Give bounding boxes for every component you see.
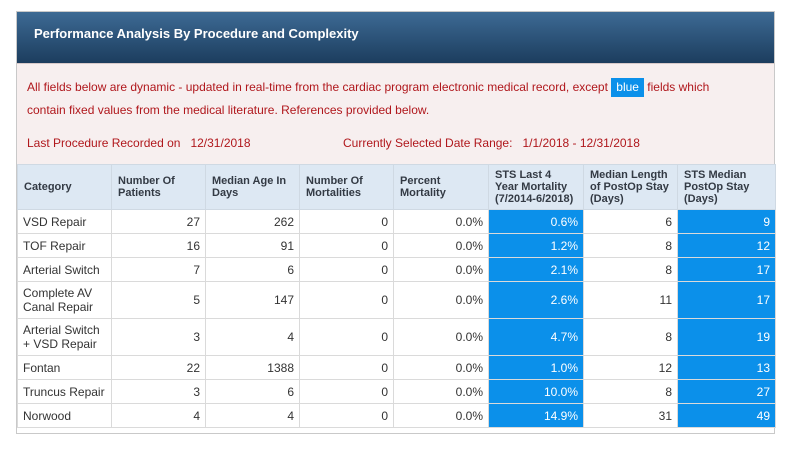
performance-panel: Performance Analysis By Procedure and Co… (16, 11, 776, 434)
cell-percent-mortality: 0.0% (393, 403, 489, 428)
cell-median-age: 1388 (205, 355, 300, 380)
col-header-median-age[interactable]: Median Age In Days (205, 164, 300, 210)
notice-text-after: fields which (647, 80, 710, 94)
cell-percent-mortality: 0.0% (393, 318, 489, 356)
col-header-percent-mortality[interactable]: Percent Mortality (393, 164, 489, 210)
cell-mortalities: 0 (299, 403, 394, 428)
cell-percent-mortality: 0.0% (393, 257, 489, 282)
cell-sts-mortality: 2.6% (488, 281, 584, 319)
blue-legend-badge: blue (611, 78, 644, 97)
cell-patients: 5 (111, 281, 206, 319)
col-header-sts-los[interactable]: STS Median PostOp Stay (Days) (677, 164, 776, 210)
cell-percent-mortality: 0.0% (393, 379, 489, 404)
notice-line-2: contain fixed values from the medical li… (27, 103, 430, 117)
cell-patients: 16 (111, 233, 206, 258)
cell-percent-mortality: 0.0% (393, 233, 489, 258)
cell-median-los: 8 (583, 379, 678, 404)
col-header-mortalities[interactable]: Number Of Mortalities (299, 164, 394, 210)
cell-mortalities: 0 (299, 233, 394, 258)
cell-median-los: 31 (583, 403, 678, 428)
table-row: VSD Repair 27 262 0 0.0% 0.6% 6 9 (17, 209, 776, 234)
cell-mortalities: 0 (299, 257, 394, 282)
col-header-sts-mortality[interactable]: STS Last 4 Year Mortality (7/2014-6/2018… (488, 164, 584, 210)
cell-sts-mortality: 0.6% (488, 209, 584, 234)
cell-sts-mortality: 4.7% (488, 318, 584, 356)
panel-title: Performance Analysis By Procedure and Co… (17, 12, 774, 63)
cell-patients: 7 (111, 257, 206, 282)
last-procedure-label: Last Procedure Recorded on (27, 136, 181, 150)
notice-text-before: All fields below are dynamic - updated i… (27, 80, 608, 94)
cell-category: Norwood (17, 403, 112, 428)
cell-median-los: 12 (583, 355, 678, 380)
cell-mortalities: 0 (299, 355, 394, 380)
cell-sts-mortality: 14.9% (488, 403, 584, 428)
cell-median-los: 8 (583, 257, 678, 282)
cell-sts-mortality: 2.1% (488, 257, 584, 282)
cell-median-los: 8 (583, 318, 678, 356)
date-range-value: 1/1/2018 - 12/31/2018 (522, 136, 640, 150)
cell-median-age: 147 (205, 281, 300, 319)
cell-patients: 4 (111, 403, 206, 428)
cell-category: VSD Repair (17, 209, 112, 234)
cell-mortalities: 0 (299, 379, 394, 404)
notice-box: All fields below are dynamic - updated i… (17, 63, 774, 175)
cell-category: TOF Repair (17, 233, 112, 258)
cell-patients: 22 (111, 355, 206, 380)
cell-median-los: 8 (583, 233, 678, 258)
date-range-label: Currently Selected Date Range: (343, 136, 513, 150)
cell-percent-mortality: 0.0% (393, 355, 489, 380)
cell-category: Arterial Switch (17, 257, 112, 282)
cell-sts-mortality: 1.2% (488, 233, 584, 258)
cell-category: Complete AV Canal Repair (17, 281, 112, 319)
cell-sts-los: 9 (677, 209, 776, 234)
cell-median-age: 262 (205, 209, 300, 234)
cell-sts-los: 17 (677, 281, 776, 319)
table-row: TOF Repair 16 91 0 0.0% 1.2% 8 12 (17, 233, 776, 258)
table-row: Truncus Repair 3 6 0 0.0% 10.0% 8 27 (17, 379, 776, 404)
cell-sts-los: 27 (677, 379, 776, 404)
table-row: Complete AV Canal Repair 5 147 0 0.0% 2.… (17, 281, 776, 319)
table-row: Norwood 4 4 0 0.0% 14.9% 31 49 (17, 403, 776, 428)
table-row: Arterial Switch + VSD Repair 3 4 0 0.0% … (17, 318, 776, 356)
cell-median-age: 4 (205, 403, 300, 428)
cell-median-age: 91 (205, 233, 300, 258)
cell-median-age: 6 (205, 379, 300, 404)
date-range: Currently Selected Date Range: 1/1/2018 … (343, 136, 640, 150)
cell-patients: 3 (111, 379, 206, 404)
cell-category: Truncus Repair (17, 379, 112, 404)
col-header-patients[interactable]: Number Of Patients (111, 164, 206, 210)
cell-percent-mortality: 0.0% (393, 281, 489, 319)
cell-sts-los: 12 (677, 233, 776, 258)
cell-median-los: 11 (583, 281, 678, 319)
table-header-row: Category Number Of Patients Median Age I… (17, 164, 776, 210)
cell-sts-los: 49 (677, 403, 776, 428)
cell-median-los: 6 (583, 209, 678, 234)
cell-mortalities: 0 (299, 209, 394, 234)
cell-median-age: 4 (205, 318, 300, 356)
last-procedure: Last Procedure Recorded on 12/31/2018 (27, 136, 251, 150)
col-header-category[interactable]: Category (17, 164, 112, 210)
cell-category: Arterial Switch + VSD Repair (17, 318, 112, 356)
col-header-median-los[interactable]: Median Length of PostOp Stay (Days) (583, 164, 678, 210)
performance-table: Category Number Of Patients Median Age I… (17, 164, 776, 428)
cell-mortalities: 0 (299, 281, 394, 319)
cell-sts-los: 19 (677, 318, 776, 356)
cell-median-age: 6 (205, 257, 300, 282)
cell-sts-los: 13 (677, 355, 776, 380)
table-row: Fontan 22 1388 0 0.0% 1.0% 12 13 (17, 355, 776, 380)
cell-category: Fontan (17, 355, 112, 380)
cell-sts-mortality: 1.0% (488, 355, 584, 380)
cell-percent-mortality: 0.0% (393, 209, 489, 234)
notice-line-1: All fields below are dynamic - updated i… (27, 76, 760, 99)
cell-sts-mortality: 10.0% (488, 379, 584, 404)
cell-patients: 27 (111, 209, 206, 234)
cell-mortalities: 0 (299, 318, 394, 356)
cell-sts-los: 17 (677, 257, 776, 282)
table-row: Arterial Switch 7 6 0 0.0% 2.1% 8 17 (17, 257, 776, 282)
last-procedure-date: 12/31/2018 (190, 136, 251, 150)
cell-patients: 3 (111, 318, 206, 356)
